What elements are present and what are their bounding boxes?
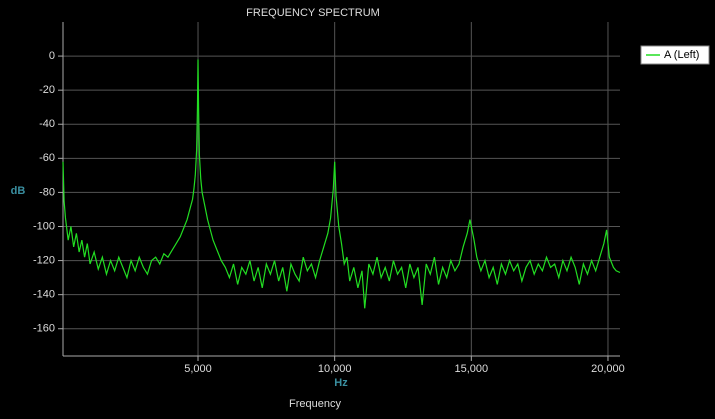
y-tick-label: -40 (39, 118, 55, 130)
x-tick-label: 15,000 (454, 363, 488, 375)
legend-box (640, 45, 710, 65)
x-tick-label: 5,000 (184, 363, 212, 375)
x-axis-label: Frequency (289, 398, 341, 410)
x-axis-unit: Hz (334, 377, 348, 389)
y-tick-label: -80 (39, 186, 55, 198)
y-tick-label: 0 (49, 50, 55, 62)
chart-title: FREQUENCY SPECTRUM (246, 7, 380, 19)
y-tick-label: -60 (39, 152, 55, 164)
x-tick-label: 10,000 (318, 363, 352, 375)
y-tick-label: -20 (39, 84, 55, 96)
x-tick-label: 20,000 (591, 363, 625, 375)
y-tick-label: -100 (33, 220, 55, 232)
y-tick-label: -160 (33, 323, 55, 335)
y-tick-label: -120 (33, 254, 55, 266)
y-tick-label: -140 (33, 289, 55, 301)
y-axis-label: dB (11, 185, 26, 197)
series-line (62, 59, 621, 309)
legend-label: A (Left) (664, 49, 699, 61)
